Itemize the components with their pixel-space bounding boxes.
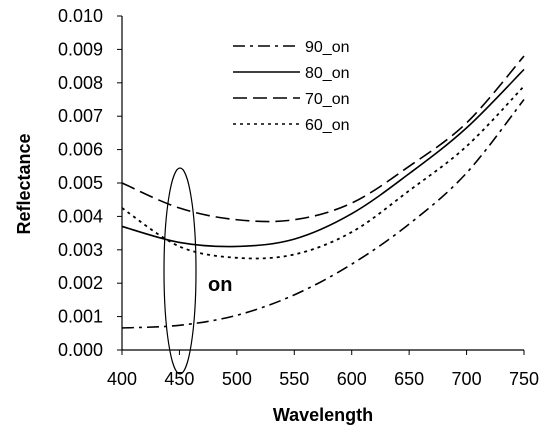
y-tick-label: 0.000: [58, 340, 103, 360]
series-line-60-on: [121, 85, 525, 260]
y-axis-title: Reflectance: [14, 133, 34, 234]
series-line-90-on: [121, 99, 525, 329]
y-tick-label: 0.009: [58, 39, 103, 59]
x-tick-label: 450: [164, 369, 194, 389]
x-tick-label: 550: [279, 369, 309, 389]
y-tick-label: 0.010: [58, 6, 103, 26]
y-tick-label: 0.002: [58, 273, 103, 293]
y-tick-label: 0.008: [58, 73, 103, 93]
y-tick-label: 0.003: [58, 240, 103, 260]
x-tick-label: 650: [394, 369, 424, 389]
x-tick-label: 600: [337, 369, 367, 389]
legend-label: 70_on: [305, 91, 350, 108]
y-tick-label: 0.005: [58, 173, 103, 193]
x-axis-title: Wavelength: [273, 405, 373, 425]
annotation-ellipse: [163, 167, 197, 375]
x-axis: 400 450 500 550 600 650 700 750: [107, 349, 539, 389]
y-tick-label: 0.004: [58, 206, 103, 226]
x-tick-label: 750: [509, 369, 539, 389]
x-tick-label: 700: [452, 369, 482, 389]
x-tick-label: 500: [222, 369, 252, 389]
legend: 90_on 80_on 70_on 60_on: [233, 39, 350, 134]
legend-label: 90_on: [305, 39, 350, 56]
y-tick-label: 0.006: [58, 140, 103, 160]
series-line-70-on: [121, 55, 525, 223]
y-tick-label: 0.001: [58, 307, 103, 327]
series-line-80-on: [121, 68, 525, 248]
y-axis: 0.000 0.001 0.002 0.003 0.004 0.005 0.006 0.007…: [58, 6, 123, 360]
annotation-label: on: [208, 274, 232, 296]
legend-label: 80_on: [305, 65, 350, 82]
legend-label: 60_on: [305, 117, 350, 134]
y-tick-label: 0.007: [58, 106, 103, 126]
plot-area: [121, 55, 525, 329]
x-tick-label: 400: [107, 369, 137, 389]
